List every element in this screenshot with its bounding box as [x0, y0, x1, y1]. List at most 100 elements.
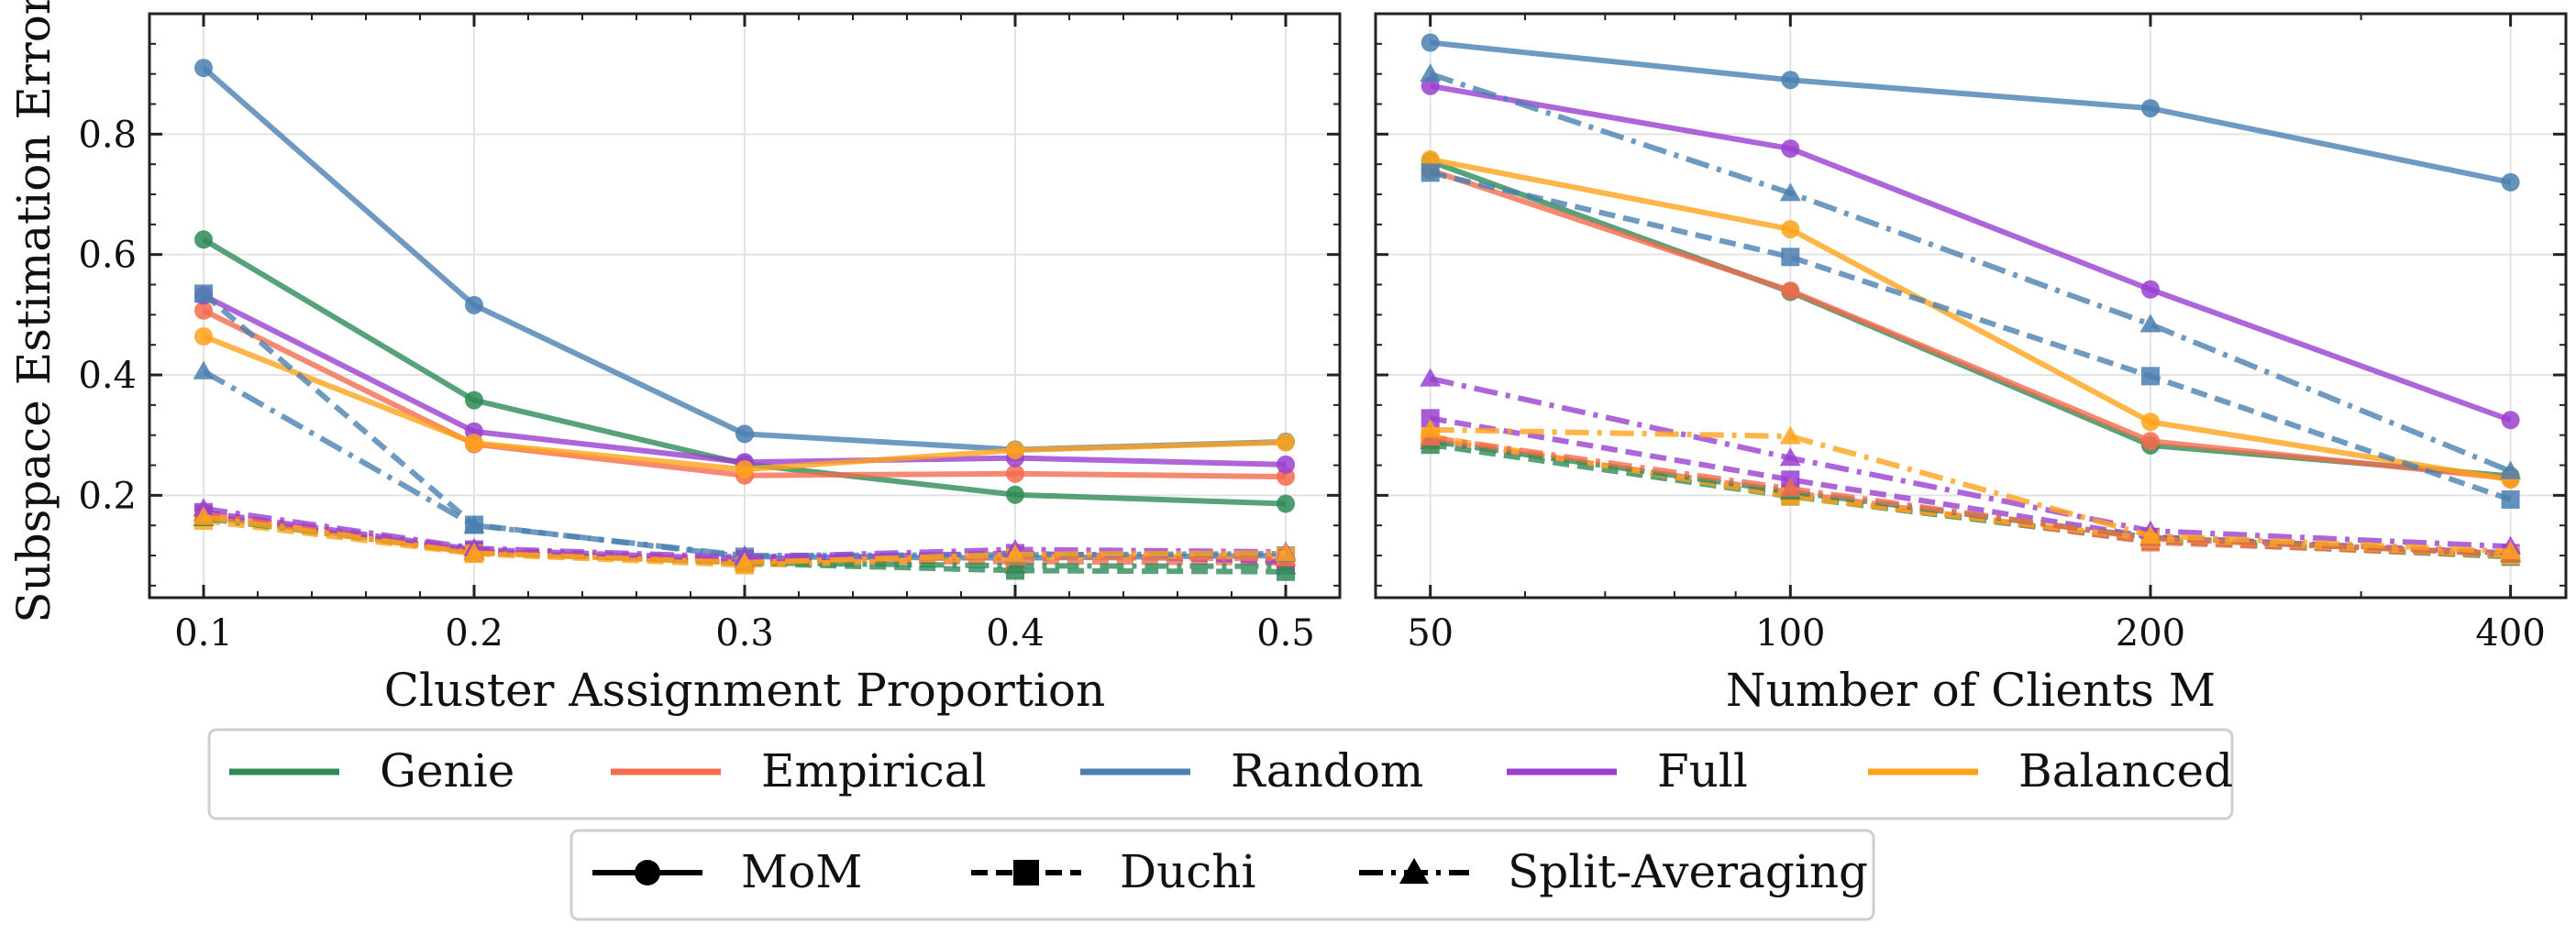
legend-item-balanced: Balanced: [1868, 744, 2233, 798]
legend-label: Genie: [380, 744, 514, 798]
y-tick-label: 0.6: [78, 235, 137, 277]
data-point: [2139, 524, 2161, 544]
left-x-axis-title: Cluster Assignment Proportion: [384, 664, 1105, 717]
data-point: [463, 514, 485, 534]
right-ticks: 50 100 200 400: [1376, 14, 2566, 654]
data-point: [2501, 411, 2520, 430]
legend-label: Full: [1657, 744, 1748, 798]
series-line: [1429, 170, 2512, 502]
legend-label: Split-Averaging: [1508, 845, 1868, 898]
series-line: [1430, 426, 2511, 555]
legend-label: MoM: [741, 845, 863, 898]
data-point: [1781, 248, 1800, 267]
data-point: [1006, 464, 1024, 483]
x-tick-label: 400: [2475, 612, 2545, 654]
left-panel: 0.1 0.2 0.3 0.4 0.5 0.2 0.4 0.6 0.8 Cluster Assi…: [78, 12, 1342, 717]
legend-label: Random: [1231, 744, 1423, 798]
legend-colors: Genie Empirical Random Full Balanced: [207, 728, 2234, 820]
left-ticks: 0.1 0.2 0.3 0.4 0.5 0.2 0.4 0.6 0.8: [78, 14, 1341, 654]
data-point: [1277, 433, 1295, 452]
data-point: [2140, 367, 2160, 386]
data-point: [465, 434, 483, 453]
legend-item-split-averaging: Split-Averaging: [1359, 845, 1868, 898]
y-tick-label: 0.8: [78, 114, 137, 156]
y-tick-label: 0.4: [78, 355, 137, 397]
series-balanced-split-averaging: [193, 506, 1297, 571]
x-tick-label: 0.4: [986, 612, 1045, 654]
legend-item-random: Random: [1080, 744, 1423, 798]
legend-label: Empirical: [761, 744, 987, 798]
circle-marker-icon: [635, 860, 660, 886]
data-point: [194, 230, 213, 249]
data-point: [1779, 447, 1801, 467]
data-point: [194, 59, 213, 78]
data-point: [194, 326, 213, 346]
y-tick-label: 0.2: [78, 475, 137, 517]
triangle-marker-icon: [1399, 857, 1430, 885]
data-point: [2501, 172, 2520, 192]
series-line: [1430, 376, 2511, 550]
series-balanced-mom: [1421, 149, 2520, 490]
series-balanced-split-averaging: [1420, 419, 2522, 560]
data-point: [1421, 33, 1440, 52]
data-point: [1781, 71, 1800, 90]
data-point: [2140, 280, 2160, 299]
legend-item-duchi: Duchi: [971, 845, 1256, 898]
y-axis-title: Subspace Estimation Error: [7, 0, 61, 623]
x-tick-label: 100: [1755, 612, 1825, 654]
data-point: [1779, 478, 1801, 497]
data-point: [2140, 412, 2160, 432]
data-point: [1420, 63, 1442, 82]
data-point: [2139, 314, 2161, 333]
data-point: [1779, 182, 1801, 202]
data-point: [1421, 163, 1440, 182]
series-line: [1429, 71, 2512, 474]
x-tick-label: 0.2: [445, 612, 503, 654]
data-point: [194, 284, 213, 303]
series-full-mom: [1421, 76, 2520, 430]
legend-item-mom: MoM: [592, 845, 863, 898]
data-point: [1781, 139, 1800, 159]
series-line: [1430, 39, 2512, 185]
data-point: [463, 542, 485, 562]
x-tick-label: 200: [2116, 612, 2185, 654]
legend-colors-box: [207, 728, 2234, 820]
x-tick-label: 0.1: [174, 612, 233, 654]
series-line: [1430, 82, 2512, 424]
data-point: [1421, 409, 1440, 428]
series-line: [1430, 156, 2512, 483]
data-point: [1779, 425, 1801, 445]
data-point: [1781, 220, 1800, 239]
data-point: [1006, 441, 1024, 460]
data-point: [193, 506, 215, 525]
data-point: [1006, 485, 1024, 504]
legend-label: Balanced: [2018, 744, 2233, 798]
x-tick-label: 0.5: [1256, 612, 1315, 654]
data-point: [1277, 494, 1295, 513]
data-point: [465, 390, 483, 410]
left-grid: [149, 14, 1340, 598]
series-line: [1429, 167, 2511, 481]
data-point: [2501, 490, 2520, 509]
data-point: [2140, 99, 2160, 118]
series-balanced-mom: [194, 326, 1295, 479]
data-point: [734, 552, 756, 571]
right-panel: 50 100 200 400 Number of Clients M: [1374, 12, 2568, 717]
data-point: [735, 424, 754, 444]
data-point: [1275, 542, 1297, 562]
data-point: [1781, 281, 1800, 301]
series-random-mom: [1421, 33, 2520, 192]
x-tick-label: 50: [1407, 612, 1454, 654]
data-point: [2140, 432, 2160, 451]
square-marker-icon: [1013, 860, 1039, 886]
data-point: [194, 301, 213, 320]
x-tick-label: 0.3: [715, 612, 774, 654]
legend-methods: MoM Duchi Split-Averaging: [569, 829, 1875, 921]
data-point: [2500, 460, 2522, 479]
data-point: [1277, 455, 1295, 474]
legend-item-full: Full: [1507, 744, 1748, 798]
legend-item-genie: Genie: [229, 744, 514, 798]
legend-methods-box: [569, 829, 1875, 921]
data-point: [193, 360, 215, 380]
